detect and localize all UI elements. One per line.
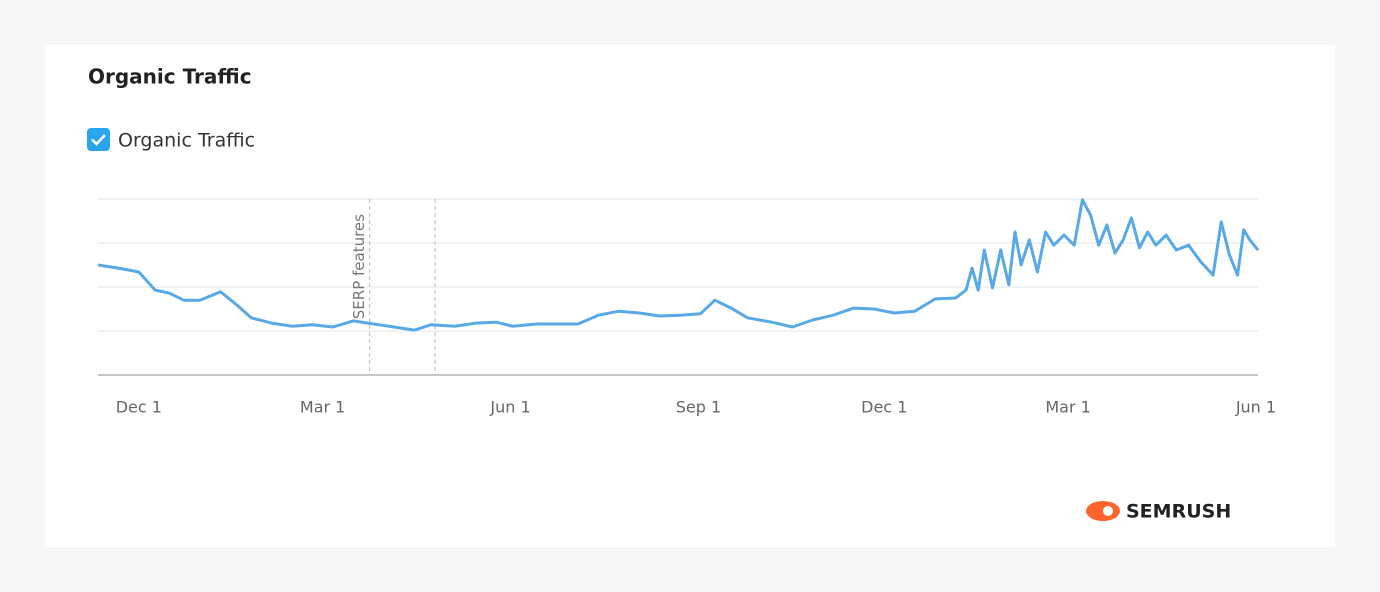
logo: SEMRUSH: [1086, 501, 1231, 523]
chart-title: Organic Traffic: [88, 65, 252, 89]
x-tick-label: Jun 1: [489, 398, 530, 417]
series-line: [97, 198, 1260, 332]
brand-name: SEMRUSH: [1126, 501, 1231, 523]
x-tick-label: Jun 1: [1235, 398, 1276, 417]
x-tick-label: Dec 1: [861, 398, 907, 417]
annotation-label: SERP features: [350, 214, 368, 319]
x-tick-label: Mar 1: [1045, 398, 1090, 417]
legend-checkbox[interactable]: [87, 128, 110, 151]
legend-label[interactable]: Organic Traffic: [118, 130, 255, 152]
x-tick-label: Sep 1: [676, 398, 721, 417]
x-tick-label: Dec 1: [116, 398, 162, 417]
check-icon: [91, 134, 106, 146]
x-tick-label: Mar 1: [300, 398, 345, 417]
card: [45, 45, 1335, 547]
